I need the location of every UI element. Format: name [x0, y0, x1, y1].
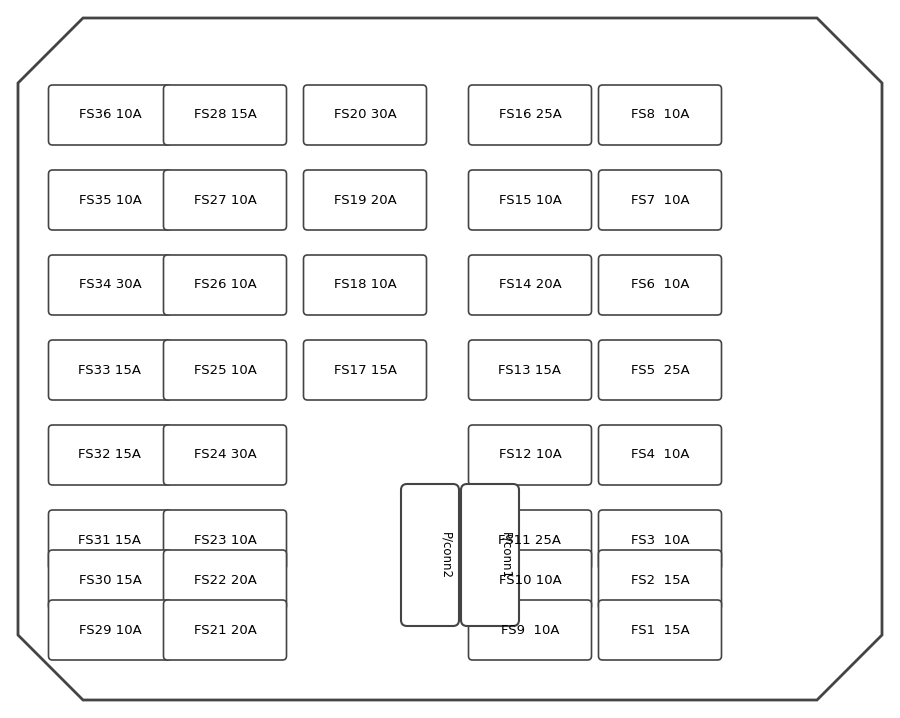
- FancyBboxPatch shape: [469, 170, 591, 230]
- FancyBboxPatch shape: [598, 600, 722, 660]
- FancyBboxPatch shape: [303, 255, 427, 315]
- FancyBboxPatch shape: [49, 340, 172, 400]
- FancyBboxPatch shape: [401, 484, 459, 626]
- Text: FS2  15A: FS2 15A: [631, 574, 689, 587]
- Text: FS3  10A: FS3 10A: [631, 533, 689, 546]
- Text: FS6  10A: FS6 10A: [631, 279, 689, 292]
- FancyBboxPatch shape: [49, 85, 172, 145]
- Text: FS20 30A: FS20 30A: [334, 108, 396, 121]
- FancyBboxPatch shape: [461, 484, 519, 626]
- Text: FS32 15A: FS32 15A: [78, 449, 141, 462]
- FancyBboxPatch shape: [49, 170, 172, 230]
- Text: FS22 20A: FS22 20A: [194, 574, 256, 587]
- Text: FS18 10A: FS18 10A: [334, 279, 396, 292]
- Text: FS33 15A: FS33 15A: [78, 363, 141, 376]
- Text: FS16 25A: FS16 25A: [499, 108, 562, 121]
- FancyBboxPatch shape: [598, 170, 722, 230]
- FancyBboxPatch shape: [598, 255, 722, 315]
- FancyBboxPatch shape: [164, 600, 286, 660]
- FancyBboxPatch shape: [49, 510, 172, 570]
- FancyBboxPatch shape: [303, 85, 427, 145]
- Text: FS23 10A: FS23 10A: [194, 533, 256, 546]
- Text: FS15 10A: FS15 10A: [499, 193, 562, 207]
- Text: FS35 10A: FS35 10A: [78, 193, 141, 207]
- Text: P/conn1: P/conn1: [500, 531, 513, 579]
- FancyBboxPatch shape: [164, 85, 286, 145]
- FancyBboxPatch shape: [49, 425, 172, 485]
- FancyBboxPatch shape: [598, 340, 722, 400]
- Text: FS12 10A: FS12 10A: [499, 449, 562, 462]
- FancyBboxPatch shape: [303, 340, 427, 400]
- Text: FS24 30A: FS24 30A: [194, 449, 256, 462]
- FancyBboxPatch shape: [49, 255, 172, 315]
- FancyBboxPatch shape: [164, 510, 286, 570]
- Text: FS1  15A: FS1 15A: [631, 623, 689, 636]
- FancyBboxPatch shape: [469, 510, 591, 570]
- Text: FS4  10A: FS4 10A: [631, 449, 689, 462]
- Text: FS28 15A: FS28 15A: [194, 108, 256, 121]
- FancyBboxPatch shape: [469, 340, 591, 400]
- FancyBboxPatch shape: [303, 170, 427, 230]
- Text: FS11 25A: FS11 25A: [499, 533, 562, 546]
- Text: FS30 15A: FS30 15A: [78, 574, 141, 587]
- Text: FS10 10A: FS10 10A: [499, 574, 562, 587]
- FancyBboxPatch shape: [598, 425, 722, 485]
- Text: FS9  10A: FS9 10A: [500, 623, 559, 636]
- Text: FS8  10A: FS8 10A: [631, 108, 689, 121]
- FancyBboxPatch shape: [469, 255, 591, 315]
- Text: FS34 30A: FS34 30A: [78, 279, 141, 292]
- Text: FS5  25A: FS5 25A: [631, 363, 689, 376]
- FancyBboxPatch shape: [164, 340, 286, 400]
- Polygon shape: [18, 18, 882, 700]
- Text: FS17 15A: FS17 15A: [334, 363, 397, 376]
- Text: FS26 10A: FS26 10A: [194, 279, 256, 292]
- FancyBboxPatch shape: [164, 550, 286, 610]
- FancyBboxPatch shape: [469, 550, 591, 610]
- Text: FS21 20A: FS21 20A: [194, 623, 256, 636]
- FancyBboxPatch shape: [49, 600, 172, 660]
- FancyBboxPatch shape: [164, 255, 286, 315]
- FancyBboxPatch shape: [469, 425, 591, 485]
- FancyBboxPatch shape: [598, 550, 722, 610]
- Text: FS13 15A: FS13 15A: [499, 363, 562, 376]
- FancyBboxPatch shape: [598, 510, 722, 570]
- Text: FS29 10A: FS29 10A: [78, 623, 141, 636]
- Text: FS25 10A: FS25 10A: [194, 363, 256, 376]
- Text: FS19 20A: FS19 20A: [334, 193, 396, 207]
- FancyBboxPatch shape: [469, 85, 591, 145]
- FancyBboxPatch shape: [598, 85, 722, 145]
- Text: FS36 10A: FS36 10A: [78, 108, 141, 121]
- Text: FS14 20A: FS14 20A: [499, 279, 562, 292]
- FancyBboxPatch shape: [49, 550, 172, 610]
- Text: FS7  10A: FS7 10A: [631, 193, 689, 207]
- FancyBboxPatch shape: [164, 170, 286, 230]
- FancyBboxPatch shape: [164, 425, 286, 485]
- Text: P/conn2: P/conn2: [439, 531, 453, 579]
- Text: FS31 15A: FS31 15A: [78, 533, 141, 546]
- Text: FS27 10A: FS27 10A: [194, 193, 256, 207]
- FancyBboxPatch shape: [469, 600, 591, 660]
